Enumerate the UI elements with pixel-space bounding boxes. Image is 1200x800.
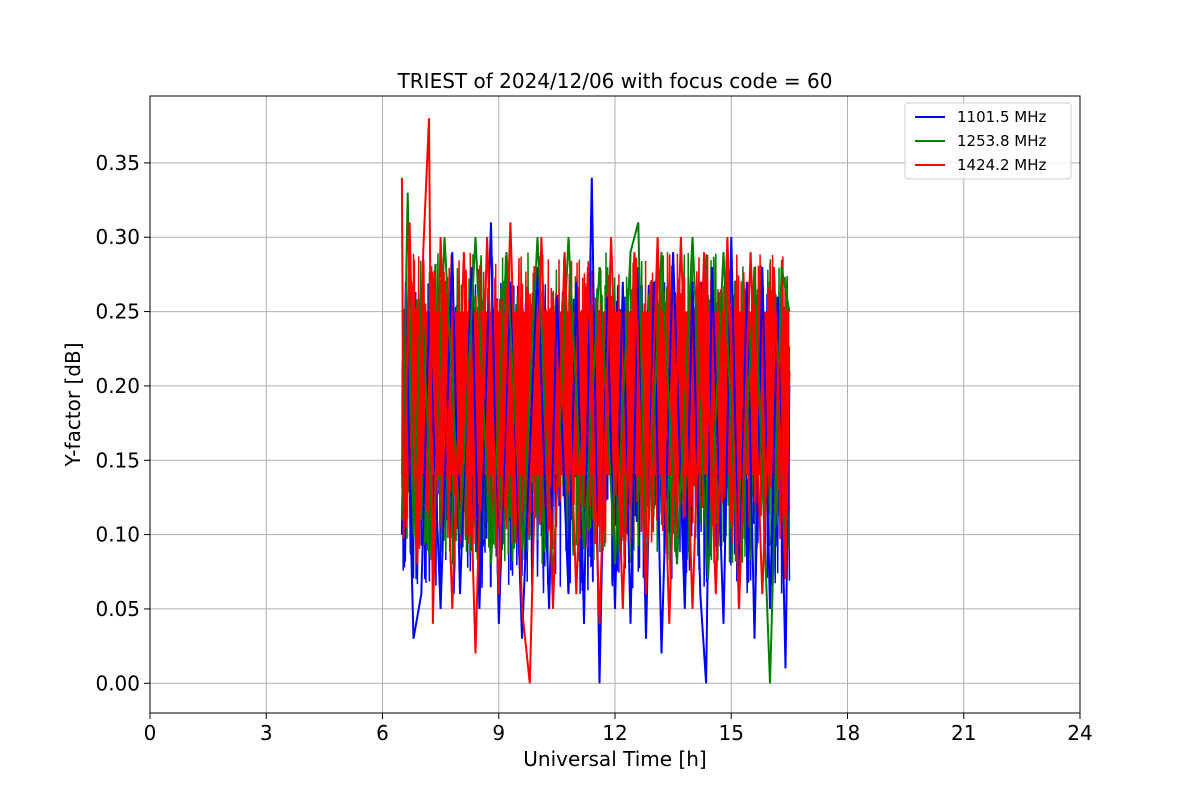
y-axis-label: Y-factor [dB] bbox=[61, 342, 85, 467]
y-tick-label: 0.35 bbox=[95, 151, 140, 175]
x-tick-label: 21 bbox=[951, 721, 976, 745]
legend-label: 1424.2 MHz bbox=[957, 156, 1046, 174]
y-tick-label: 0.15 bbox=[95, 448, 140, 472]
series-line-3 bbox=[400, 118, 791, 684]
x-tick-label: 6 bbox=[376, 721, 389, 745]
x-tick-label: 18 bbox=[835, 721, 860, 745]
legend-box bbox=[904, 102, 1072, 180]
legend-label: 1253.8 MHz bbox=[957, 132, 1046, 150]
x-tick-label: 12 bbox=[602, 721, 627, 745]
y-tick-label: 0.10 bbox=[95, 523, 140, 547]
y-tick-label: 0.20 bbox=[95, 374, 140, 398]
series-lines bbox=[400, 118, 791, 684]
x-axis-ticks: 0 3 6 9 12 15 18 21 24 bbox=[144, 713, 1093, 745]
x-axis-label: Universal Time [h] bbox=[523, 747, 706, 771]
chart-title: TRIEST of 2024/12/06 with focus code = 6… bbox=[397, 69, 833, 93]
legend-label: 1101.5 MHz bbox=[957, 108, 1046, 126]
legend: 1101.5 MHz 1253.8 MHz 1424.2 MHz bbox=[904, 102, 1072, 180]
y-tick-label: 0.05 bbox=[95, 597, 140, 621]
y-tick-label: 0.00 bbox=[95, 671, 140, 695]
y-axis-ticks: 0.00 0.05 0.10 0.15 0.20 0.25 0.30 0.35 bbox=[95, 151, 150, 695]
x-tick-label: 0 bbox=[144, 721, 157, 745]
y-tick-label: 0.30 bbox=[95, 225, 140, 249]
x-tick-label: 24 bbox=[1067, 721, 1092, 745]
x-tick-label: 15 bbox=[719, 721, 744, 745]
y-tick-label: 0.25 bbox=[95, 300, 140, 324]
x-tick-label: 9 bbox=[492, 721, 505, 745]
x-tick-label: 3 bbox=[260, 721, 273, 745]
